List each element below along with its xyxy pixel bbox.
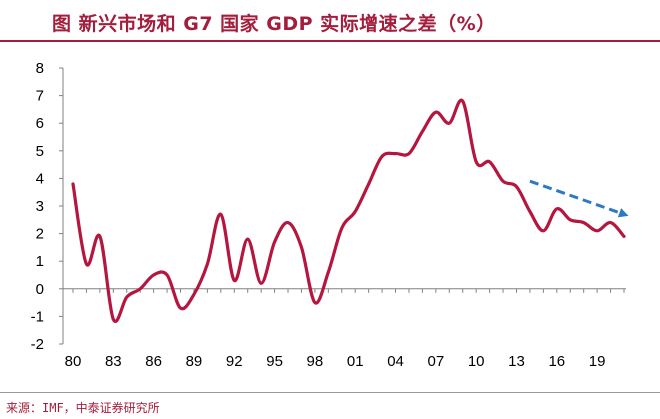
y-tick-label: 4 bbox=[36, 170, 44, 187]
x-tick-label: 07 bbox=[428, 353, 445, 370]
x-tick-label: 98 bbox=[307, 353, 324, 370]
annotations bbox=[529, 179, 629, 218]
chart-title: 图 新兴市场和 G7 国家 GDP 实际增速之差（%） bbox=[52, 13, 496, 35]
trend-arrow bbox=[529, 179, 629, 218]
x-tick-label: 16 bbox=[548, 353, 565, 370]
y-tick-label: 6 bbox=[36, 115, 44, 132]
y-tick-label: 5 bbox=[36, 143, 44, 160]
y-tick-label: -1 bbox=[31, 308, 44, 325]
x-tick-label: 86 bbox=[145, 353, 162, 370]
x-tick-label: 83 bbox=[105, 353, 122, 370]
x-tick-label: 95 bbox=[266, 353, 283, 370]
x-tick-label: 92 bbox=[226, 353, 243, 370]
x-tick-label: 01 bbox=[347, 353, 364, 370]
y-tick-label: 1 bbox=[36, 253, 44, 270]
axes bbox=[59, 67, 626, 345]
x-tick-label: 13 bbox=[508, 353, 525, 370]
series-line-0 bbox=[71, 98, 626, 323]
series-group bbox=[71, 98, 626, 323]
y-tick-label: 8 bbox=[36, 60, 44, 77]
x-tick-label: 19 bbox=[589, 353, 606, 370]
source-divider bbox=[0, 392, 660, 393]
x-tick-label: 89 bbox=[186, 353, 203, 370]
source-note: 来源：IMF，中泰证券研究所 bbox=[6, 401, 160, 415]
y-tick-label: 7 bbox=[36, 88, 44, 105]
y-tick-label: 2 bbox=[36, 226, 44, 243]
x-tick-label: 04 bbox=[387, 353, 404, 370]
y-tick-label: -2 bbox=[31, 336, 44, 353]
title-bar: 图 新兴市场和 G7 国家 GDP 实际增速之差（%） bbox=[0, 0, 660, 42]
x-tick-label: 80 bbox=[65, 353, 82, 370]
y-tick-label: 0 bbox=[36, 281, 44, 298]
x-tick-label: 10 bbox=[468, 353, 485, 370]
y-tick-label: 3 bbox=[36, 198, 44, 215]
